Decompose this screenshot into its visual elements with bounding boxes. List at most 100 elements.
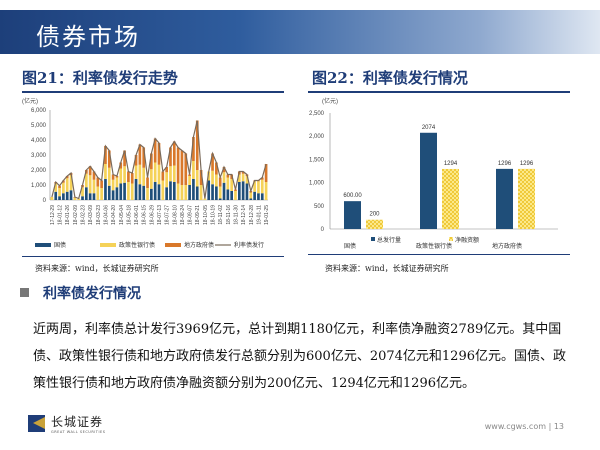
bar-local-gov xyxy=(58,185,61,188)
bar-local-gov xyxy=(172,141,176,166)
bar-policy-bank xyxy=(123,166,126,183)
bar-policy-bank xyxy=(264,182,268,200)
bar-policy-bank xyxy=(92,179,96,194)
data-label: 600.00 xyxy=(343,193,362,199)
legend-label: 地方政府债 xyxy=(184,241,214,249)
x-tick-label: 18-10-19 xyxy=(211,205,217,225)
x-tick-label: 18-09-07 xyxy=(188,205,194,225)
website-link[interactable]: www.cgws.com xyxy=(484,422,547,431)
bar-guozhai xyxy=(69,190,73,200)
bar-local-gov xyxy=(100,180,103,188)
chart1-bottom-rule xyxy=(22,256,284,257)
x-tick-label: 19-01-25 xyxy=(264,205,270,225)
bar-guozhai xyxy=(84,187,88,200)
x-tick-label: 18-10-05 xyxy=(203,205,209,225)
bar-guozhai xyxy=(241,181,245,200)
summary-paragraph: 近两周，利率债总计发行3969亿元，总计到期1180亿元，利率债净融资2789亿… xyxy=(33,322,566,391)
bar-policy-bank xyxy=(195,170,199,187)
bar-local-gov xyxy=(142,147,146,168)
bar-local-gov xyxy=(153,138,157,163)
y-axis-unit: (亿元) xyxy=(22,97,38,105)
data-label: 2074 xyxy=(422,125,436,131)
bar-local-gov xyxy=(65,176,69,179)
bar-policy-bank xyxy=(176,183,180,200)
bar-local-gov xyxy=(107,150,111,168)
bar-policy-bank xyxy=(192,161,195,179)
legend-swatch xyxy=(449,237,453,241)
y-tick-label: 2,500 xyxy=(309,111,325,117)
x-tick-label: 17-12-29 xyxy=(50,205,56,225)
bar-guozhai xyxy=(107,185,111,200)
bar-guozhai xyxy=(123,182,126,200)
x-tick-label: 18-11-30 xyxy=(233,205,239,225)
bar-guozhai xyxy=(230,191,234,200)
bar-guozhai xyxy=(207,180,211,200)
bar-policy-bank xyxy=(73,197,77,200)
bar-policy-bank xyxy=(203,198,207,200)
bar-policy-bank xyxy=(146,188,149,200)
bar-local-gov xyxy=(134,155,138,166)
chart1-source: 资料来源：wind，长城证券研究所 xyxy=(35,264,159,273)
bar-policy-bank xyxy=(257,181,260,194)
bar-policy-bank xyxy=(111,179,115,191)
bar-policy-bank xyxy=(96,186,100,200)
legend-label: 净融资额 xyxy=(455,236,479,244)
company-logo: 长城证券 GREAT WALL SECURITIES xyxy=(28,413,105,434)
bar-local-gov xyxy=(195,120,199,170)
bar-policy-bank xyxy=(180,185,184,200)
bar-policy-bank xyxy=(119,168,123,184)
bar-guozhai xyxy=(138,184,142,200)
bar-policy-bank xyxy=(65,178,69,192)
bar-guozhai xyxy=(195,186,199,200)
bar-policy-bank xyxy=(245,176,249,184)
chart1-title: 图21：利率债发行走势 xyxy=(22,69,178,87)
bar-policy-bank xyxy=(211,170,214,185)
bar-local-gov xyxy=(199,170,203,185)
bar-local-gov xyxy=(123,150,126,167)
bar-policy-bank xyxy=(237,174,241,182)
category-label: 国债 xyxy=(344,242,356,250)
bar-local-gov xyxy=(88,166,92,176)
bar-local-gov xyxy=(165,167,168,173)
bar-local-gov xyxy=(92,171,96,180)
x-tick-label: 18-11-02 xyxy=(218,205,224,225)
bar-guozhai xyxy=(119,183,123,200)
y-tick-label: 5,000 xyxy=(31,123,47,129)
y-tick-label: 1,000 xyxy=(309,181,325,187)
bar-policy-bank xyxy=(130,183,134,200)
legend-label: 总发行量 xyxy=(377,236,401,244)
bar-guozhai xyxy=(165,187,168,200)
bar-policy-bank xyxy=(107,167,111,186)
logo-cn: 长城证券 xyxy=(51,415,104,429)
bar-local-gov xyxy=(234,189,237,191)
bar-local-gov xyxy=(211,153,214,171)
chart2-issuance-summary: (亿元) 0 500 1,000 1,500 2,000 2,500 600.00 200 国债 2… xyxy=(309,97,558,250)
bar-guozhai xyxy=(257,193,260,200)
bar-guozhai xyxy=(115,187,119,200)
bar-policy-bank xyxy=(226,177,230,190)
y-tick-label: 1,000 xyxy=(31,183,47,189)
x-tick-label: 18-08-24 xyxy=(180,205,186,225)
legend-swatch xyxy=(371,237,375,241)
bar-policy-bank xyxy=(161,180,165,200)
y-tick-label: 6,000 xyxy=(31,108,47,114)
bar-local-gov xyxy=(184,153,188,185)
bar-policy-bank xyxy=(54,183,58,192)
x-tick-label: 18-07-27 xyxy=(165,205,171,225)
x-tick-label: 18-03-23 xyxy=(96,205,102,225)
y-tick-label: 0 xyxy=(43,198,47,204)
bar-guozhai xyxy=(215,186,218,200)
y-tick-label: 4,000 xyxy=(31,138,47,144)
bar-guozhai xyxy=(169,181,172,200)
x-tick-label: 19-01-11 xyxy=(256,205,262,225)
bar-local-gov xyxy=(111,174,115,180)
data-label: 1296 xyxy=(520,161,534,167)
bar-guozhai xyxy=(192,179,195,200)
legend-swatch xyxy=(35,243,51,247)
bar-policy-bank xyxy=(127,182,130,200)
chart1-issuance-trend: (亿元) 0 1,000 2,000 3,000 4,000 5,000 6,000 17-12… xyxy=(22,97,270,249)
x-tick-label: 18-02-09 xyxy=(73,205,79,225)
data-label: 1294 xyxy=(444,161,458,167)
bar-local-gov xyxy=(180,150,184,185)
bar-policy-bank xyxy=(150,169,153,189)
